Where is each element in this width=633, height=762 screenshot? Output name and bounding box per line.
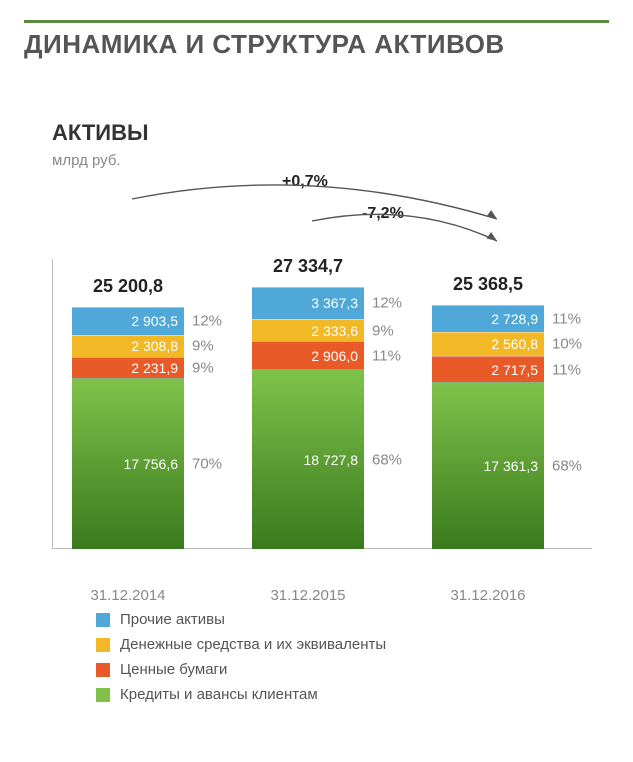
segment-value: 18 727,8 — [304, 452, 359, 468]
bar-segment-securities: 2 231,99% — [72, 357, 184, 378]
segment-percent: 9% — [192, 360, 214, 377]
bar-segment-other: 2 903,512% — [72, 307, 184, 335]
bar-segment-securities: 2 906,011% — [252, 341, 364, 369]
bar-column: 2 903,512%2 308,89%2 231,99%17 756,670% — [72, 307, 184, 549]
chart-title: АКТИВЫ — [52, 120, 609, 146]
bar-segment-cash: 2 333,69% — [252, 319, 364, 341]
segment-percent: 11% — [552, 361, 581, 378]
segment-value: 2 717,5 — [491, 362, 538, 378]
segment-percent: 10% — [552, 336, 582, 353]
header-rule — [24, 20, 609, 23]
bars-layer: 2 903,512%2 308,89%2 231,99%17 756,670%2… — [52, 219, 612, 549]
legend-swatch — [96, 613, 110, 627]
legend-swatch — [96, 663, 110, 677]
segment-value: 2 231,9 — [131, 360, 178, 376]
legend-label: Денежные средства и их эквиваленты — [120, 636, 386, 653]
bar-segment-loans: 17 361,368% — [432, 382, 544, 549]
chart-unit: млрд руб. — [52, 152, 609, 169]
legend-item: Денежные средства и их эквиваленты — [96, 636, 609, 653]
bar-total: 25 368,5 — [418, 274, 558, 295]
segment-value: 17 756,6 — [124, 456, 179, 472]
segment-value: 2 308,8 — [131, 338, 178, 354]
bar-segment-other: 3 367,312% — [252, 287, 364, 319]
segment-value: 2 728,9 — [491, 311, 538, 327]
segment-value: 2 333,6 — [311, 323, 358, 339]
segment-percent: 11% — [372, 347, 401, 364]
chart-area: +0,7%-7,2% 2 903,512%2 308,89%2 231,99%1… — [52, 169, 612, 599]
segment-percent: 11% — [552, 311, 581, 328]
bar-column: 3 367,312%2 333,69%2 906,011%18 727,868% — [252, 287, 364, 549]
segment-percent: 9% — [372, 322, 394, 339]
bar-segment-cash: 2 560,810% — [432, 332, 544, 357]
segment-value: 2 906,0 — [311, 348, 358, 364]
legend-swatch — [96, 688, 110, 702]
bar-segment-securities: 2 717,511% — [432, 356, 544, 382]
bar-segment-other: 2 728,911% — [432, 305, 544, 331]
x-axis-label: 31.12.2015 — [252, 587, 364, 604]
legend-label: Прочие активы — [120, 611, 225, 628]
bar-segment-cash: 2 308,89% — [72, 335, 184, 357]
bar-total: 25 200,8 — [58, 276, 198, 297]
segment-percent: 68% — [552, 458, 582, 475]
segment-percent: 70% — [192, 456, 222, 473]
bar-segment-loans: 17 756,670% — [72, 378, 184, 549]
legend-item: Кредиты и авансы клиентам — [96, 686, 609, 703]
x-axis-label: 31.12.2016 — [432, 587, 544, 604]
x-axis-label: 31.12.2014 — [72, 587, 184, 604]
segment-percent: 68% — [372, 451, 402, 468]
segment-value: 3 367,3 — [311, 295, 358, 311]
bar-column: 2 728,911%2 560,810%2 717,511%17 361,368… — [432, 305, 544, 549]
page-title: ДИНАМИКА И СТРУКТУРА АКТИВОВ — [24, 29, 609, 60]
bar-total: 27 334,7 — [238, 256, 378, 277]
segment-percent: 12% — [192, 313, 222, 330]
segment-value: 17 361,3 — [484, 458, 539, 474]
legend-label: Ценные бумаги — [120, 661, 227, 678]
legend-item: Ценные бумаги — [96, 661, 609, 678]
legend-item: Прочие активы — [96, 611, 609, 628]
segment-percent: 12% — [372, 295, 402, 312]
legend: Прочие активы Денежные средства и их экви… — [96, 611, 609, 703]
segment-value: 2 903,5 — [131, 313, 178, 329]
bar-segment-loans: 18 727,868% — [252, 369, 364, 549]
segment-percent: 9% — [192, 338, 214, 355]
legend-label: Кредиты и авансы клиентам — [120, 686, 318, 703]
segment-value: 2 560,8 — [491, 336, 538, 352]
legend-swatch — [96, 638, 110, 652]
